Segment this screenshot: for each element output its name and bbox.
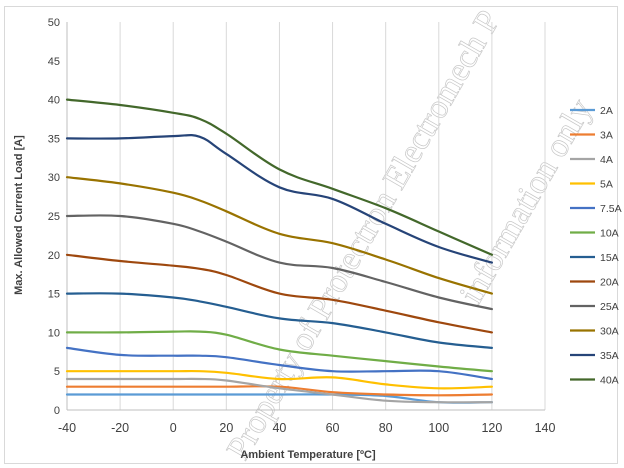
- x-tick-label: 60: [326, 421, 340, 435]
- legend-label: 3A: [600, 130, 613, 142]
- grid: [119, 22, 546, 410]
- watermark-text-1: Property of Protectron Electromech P: [220, 4, 508, 466]
- y-tick-label: 50: [48, 17, 60, 29]
- x-tick-label: 20: [219, 421, 233, 435]
- series-line-15A: [65, 292, 493, 349]
- y-tick-label: 40: [48, 95, 60, 107]
- legend-label: 4A: [600, 154, 613, 166]
- x-tick-label: 120: [481, 421, 502, 435]
- y-tick-label: 20: [48, 250, 60, 262]
- y-tick-label: 5: [54, 366, 60, 378]
- series-line-5A: [65, 369, 493, 390]
- y-tick-label: 35: [48, 133, 60, 145]
- series-line-7-5A: [65, 346, 493, 381]
- legend-label: 2A: [600, 105, 613, 117]
- series-line-4A: [65, 377, 493, 404]
- x-tick-label: -20: [111, 421, 129, 435]
- legend-label: 5A: [600, 179, 613, 191]
- x-tick-label: 140: [535, 421, 556, 435]
- legend-label: 30A: [600, 326, 619, 338]
- x-tick-label: -40: [58, 421, 76, 435]
- series-line-20A: [65, 253, 493, 334]
- legend-label: 25A: [600, 301, 619, 313]
- x-tick-label: 80: [379, 421, 393, 435]
- watermark-text-2: information only: [453, 93, 600, 310]
- y-tick-label: 10: [48, 327, 60, 339]
- series-line-10A: [65, 330, 493, 373]
- series-line-3A: [65, 385, 493, 397]
- y-tick-label: 30: [48, 172, 60, 184]
- series-line-30A: [65, 176, 493, 295]
- y-tick-label: 25: [48, 211, 60, 223]
- series-line-2A: [65, 393, 493, 404]
- series-line-35A: [65, 133, 493, 264]
- y-axis-title: Max. Allowed Current Load [A]: [13, 135, 25, 295]
- y-tick-label: 15: [48, 289, 60, 301]
- legend-label: 7.5A: [600, 203, 622, 215]
- legend-label: 35A: [600, 350, 619, 362]
- x-tick-label: 100: [428, 421, 449, 435]
- legend-label: 40A: [600, 375, 619, 387]
- legend-label: 20A: [600, 277, 619, 289]
- legend-label: 10A: [600, 228, 619, 240]
- y-tick-label: 0: [54, 405, 60, 417]
- series-lines: [65, 98, 493, 404]
- y-tick-label: 45: [48, 56, 60, 68]
- x-axis-title: Ambient Temperature [ºC]: [240, 449, 376, 461]
- series-line-25A: [65, 214, 493, 311]
- chart-frame: [4, 6, 618, 464]
- axes: 0 5 10 15 20 25 30 35 40 45 50 -40 -20 0 20 40 60 80 100 12…: [48, 17, 556, 435]
- legend: 2A 3A 4A 5A 7.5A 10A 15A 20A 25A 30A 35A 40A: [570, 105, 622, 387]
- x-tick-label: 40: [272, 421, 286, 435]
- x-tick-label: 0: [170, 421, 177, 435]
- legend-label: 15A: [600, 252, 619, 264]
- series-line-40A: [65, 98, 493, 256]
